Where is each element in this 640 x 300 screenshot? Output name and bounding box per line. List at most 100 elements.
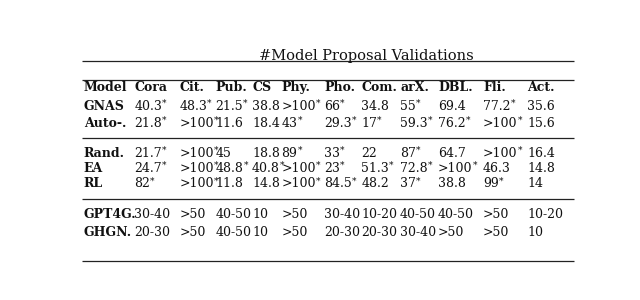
Text: *: * [340,98,344,107]
Text: EA: EA [84,162,103,175]
Text: GPT4G.: GPT4G. [84,208,136,221]
Text: *: * [389,161,394,170]
Text: >100: >100 [179,177,214,190]
Text: Cora: Cora [134,81,167,94]
Text: *: * [340,146,344,154]
Text: 87: 87 [400,146,416,160]
Text: 84.5: 84.5 [324,177,352,190]
Text: 11.6: 11.6 [216,116,243,130]
Text: *: * [340,161,344,170]
Text: *: * [416,176,420,185]
Text: Model: Model [84,81,127,94]
Text: 82: 82 [134,177,150,190]
Text: Pho.: Pho. [324,81,355,94]
Text: >100: >100 [179,116,214,130]
Text: RL: RL [84,177,103,190]
Text: 24.7: 24.7 [134,162,162,175]
Text: 89: 89 [282,146,298,160]
Text: *: * [352,176,356,185]
Text: 15.6: 15.6 [527,116,555,130]
Text: >50: >50 [282,208,308,221]
Text: 16.4: 16.4 [527,146,555,160]
Text: 34.8: 34.8 [362,100,389,112]
Text: *: * [214,176,218,185]
Text: *: * [162,98,166,107]
Text: 45: 45 [216,146,232,160]
Text: Phy.: Phy. [282,81,310,94]
Text: 59.3: 59.3 [400,116,428,130]
Text: 46.3: 46.3 [483,162,511,175]
Text: 51.3: 51.3 [362,162,389,175]
Text: *: * [428,161,432,170]
Text: 69.4: 69.4 [438,100,466,112]
Text: 33: 33 [324,146,340,160]
Text: *: * [416,98,420,107]
Text: >100: >100 [483,116,518,130]
Text: Cit.: Cit. [179,81,204,94]
Text: *: * [298,146,302,154]
Text: DBL.: DBL. [438,81,473,94]
Text: *: * [316,176,321,185]
Text: 10: 10 [527,226,543,239]
Text: GNAS: GNAS [84,100,125,112]
Text: >100: >100 [282,177,316,190]
Text: >50: >50 [483,226,509,239]
Text: Act.: Act. [527,81,555,94]
Text: *: * [472,161,477,170]
Text: 21.7: 21.7 [134,146,162,160]
Text: *: * [162,146,166,154]
Text: 23: 23 [324,162,340,175]
Text: 76.2: 76.2 [438,116,466,130]
Text: >100: >100 [179,162,214,175]
Text: 30-40: 30-40 [400,226,436,239]
Text: Fli.: Fli. [483,81,506,94]
Text: >100: >100 [438,162,472,175]
Text: 14.8: 14.8 [527,162,555,175]
Text: *: * [518,116,522,124]
Text: 30-40: 30-40 [134,208,170,221]
Text: 21.8: 21.8 [134,116,162,130]
Text: 14: 14 [527,177,543,190]
Text: >100: >100 [282,162,316,175]
Text: *: * [499,176,503,185]
Text: 18.4: 18.4 [252,116,280,130]
Text: 40.3: 40.3 [134,100,162,112]
Text: *: * [298,116,302,124]
Text: *: * [316,161,321,170]
Text: *: * [466,116,470,124]
Text: Rand.: Rand. [84,146,125,160]
Text: 35.6: 35.6 [527,100,555,112]
Text: 37: 37 [400,177,416,190]
Text: arX.: arX. [400,81,429,94]
Text: 48.3: 48.3 [179,100,207,112]
Text: >50: >50 [483,208,509,221]
Text: 38.8: 38.8 [252,100,280,112]
Text: Auto-.: Auto-. [84,116,126,130]
Text: *: * [214,146,218,154]
Text: 40-50: 40-50 [216,208,252,221]
Text: *: * [162,161,166,170]
Text: 30-40: 30-40 [324,208,360,221]
Text: *: * [150,176,155,185]
Text: 55: 55 [400,100,416,112]
Text: *: * [280,161,284,170]
Text: *: * [511,98,515,107]
Text: GHGN.: GHGN. [84,226,132,239]
Text: 77.2: 77.2 [483,100,511,112]
Text: 29.3: 29.3 [324,116,352,130]
Text: 10: 10 [252,208,268,221]
Text: CS: CS [252,81,271,94]
Text: *: * [243,98,248,107]
Text: >100: >100 [483,146,518,160]
Text: 10-20: 10-20 [527,208,563,221]
Text: *: * [352,116,356,124]
Text: 64.7: 64.7 [438,146,466,160]
Text: 40-50: 40-50 [400,208,436,221]
Text: *: * [377,116,381,124]
Text: 20-30: 20-30 [134,226,170,239]
Text: >100: >100 [179,146,214,160]
Text: 18.8: 18.8 [252,146,280,160]
Text: 48.2: 48.2 [362,177,389,190]
Text: >100: >100 [282,100,316,112]
Text: 20-30: 20-30 [362,226,397,239]
